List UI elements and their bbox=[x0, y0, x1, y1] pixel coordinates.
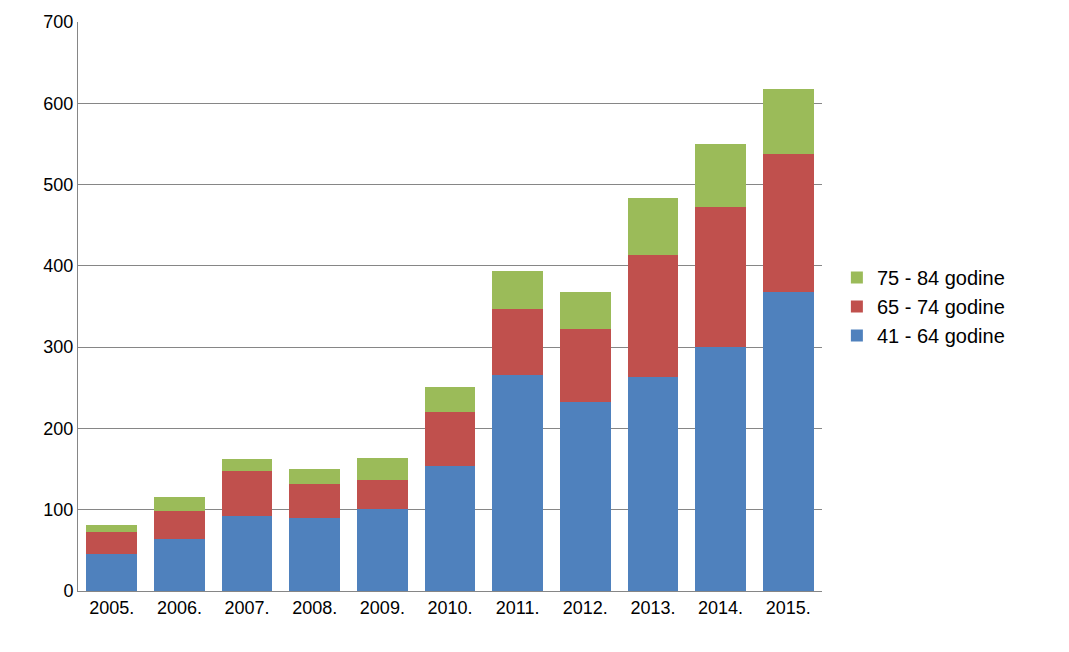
svg-text:2008.: 2008. bbox=[292, 598, 337, 618]
svg-text:2013.: 2013. bbox=[630, 598, 675, 618]
svg-text:400: 400 bbox=[43, 256, 73, 276]
svg-text:100: 100 bbox=[43, 500, 73, 520]
svg-text:75 - 84 godine: 75 - 84 godine bbox=[877, 267, 1005, 289]
svg-text:65 - 74 godine: 65 - 74 godine bbox=[877, 296, 1005, 318]
svg-text:2009.: 2009. bbox=[360, 598, 405, 618]
svg-text:200: 200 bbox=[43, 419, 73, 439]
svg-text:2005.: 2005. bbox=[89, 598, 134, 618]
svg-text:2011.: 2011. bbox=[496, 598, 540, 618]
svg-text:700: 700 bbox=[43, 12, 73, 32]
svg-text:2012.: 2012. bbox=[563, 598, 608, 618]
svg-text:2015.: 2015. bbox=[766, 598, 811, 618]
svg-text:300: 300 bbox=[43, 337, 73, 357]
svg-text:600: 600 bbox=[43, 94, 73, 114]
svg-text:500: 500 bbox=[43, 175, 73, 195]
svg-text:2006.: 2006. bbox=[157, 598, 202, 618]
svg-text:2010.: 2010. bbox=[427, 598, 472, 618]
svg-text:2014.: 2014. bbox=[698, 598, 743, 618]
svg-text:2007.: 2007. bbox=[225, 598, 270, 618]
svg-text:0: 0 bbox=[63, 581, 73, 601]
svg-text:41 - 64 godine: 41 - 64 godine bbox=[877, 325, 1005, 347]
